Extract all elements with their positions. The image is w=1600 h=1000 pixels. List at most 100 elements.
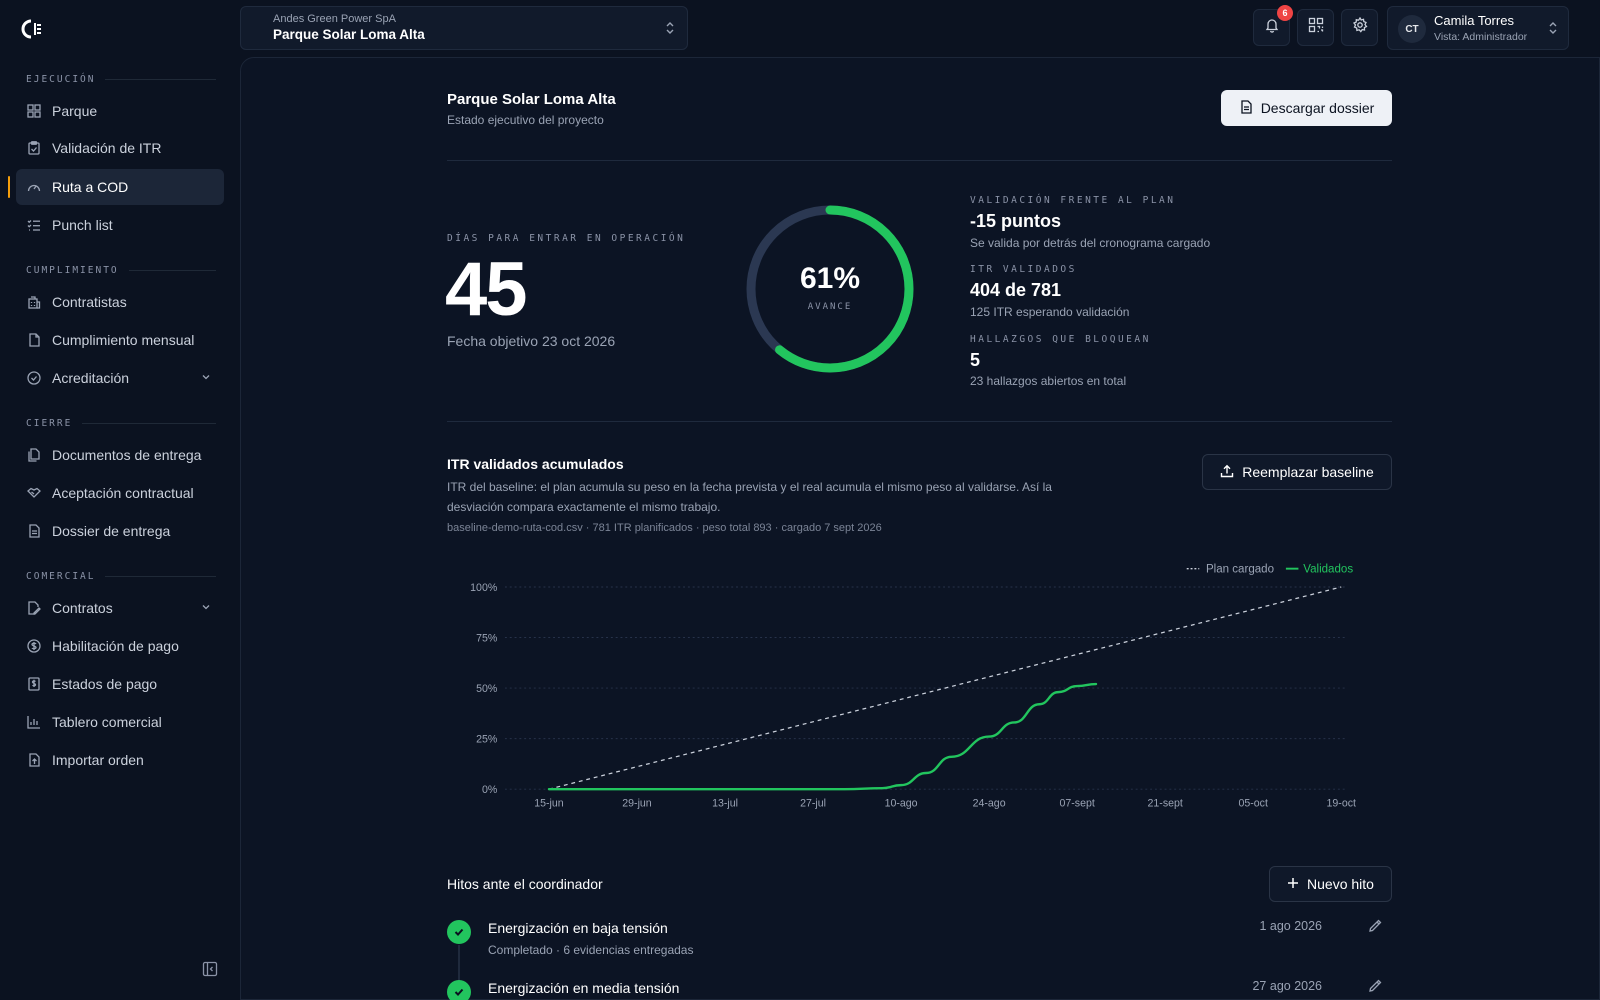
x-tick-label: 05-oct bbox=[1239, 798, 1268, 810]
new-milestone-button[interactable]: Nuevo hito bbox=[1269, 866, 1392, 902]
bar-chart-icon bbox=[26, 714, 42, 730]
qr-code-button[interactable] bbox=[1297, 9, 1334, 46]
section-label-ejecucion: EJECUCIÓN bbox=[26, 74, 216, 85]
progress-percent: 61% bbox=[799, 262, 861, 295]
sidebar-item-estados-pago[interactable]: Estados de pago bbox=[16, 666, 224, 702]
file-upload-icon bbox=[26, 752, 42, 768]
chevron-up-down-icon bbox=[663, 20, 677, 41]
section-label-comercial: COMERCIAL bbox=[26, 571, 216, 582]
progress-ring bbox=[746, 205, 914, 373]
stat-label-itr: ITR VALIDADOS bbox=[970, 264, 1077, 275]
sidebar-item-cumplimiento-mensual[interactable]: Cumplimiento mensual bbox=[16, 322, 224, 358]
sidebar: EJECUCIÓN Parque Validación de ITR Ruta … bbox=[0, 0, 240, 1000]
y-tick-label: 50% bbox=[476, 683, 498, 695]
milestone-date: 1 ago 2026 bbox=[1259, 919, 1322, 933]
page-subtitle: Estado ejecutivo del proyecto bbox=[447, 113, 604, 127]
brand-logo-icon[interactable] bbox=[20, 18, 44, 39]
sidebar-item-label: Importar orden bbox=[52, 752, 144, 768]
x-tick-label: 27-jul bbox=[800, 798, 826, 810]
sidebar-item-contratos[interactable]: Contratos bbox=[16, 590, 224, 626]
sidebar-item-label: Dossier de entrega bbox=[52, 523, 171, 539]
replace-baseline-button[interactable]: Reemplazar baseline bbox=[1202, 454, 1392, 490]
sidebar-item-validacion-itr[interactable]: Validación de ITR bbox=[16, 130, 224, 166]
progress-ring-fill bbox=[746, 205, 914, 373]
cumulative-itr-chart: 0% 25% 50% 75% 100% 15-jun 29-jun 13-jul 27-jul 1… bbox=[470, 564, 1356, 810]
stat-sub-itr: 125 ITR esperando validación bbox=[970, 305, 1130, 319]
chart-title: ITR validados acumulados bbox=[447, 456, 624, 472]
bell-icon bbox=[1264, 17, 1280, 38]
milestone-name: Energización en media tensión bbox=[488, 980, 680, 996]
pencil-icon[interactable] bbox=[1368, 978, 1384, 994]
x-tick-label: 19-oct bbox=[1327, 798, 1356, 810]
grid-icon bbox=[26, 103, 42, 119]
project-selector[interactable]: Andes Green Power SpA Parque Solar Loma … bbox=[240, 6, 688, 50]
y-tick-label: 100% bbox=[470, 582, 498, 594]
sidebar-item-dossier-entrega[interactable]: Dossier de entrega bbox=[16, 513, 224, 549]
x-tick-label: 24-ago bbox=[973, 798, 1006, 810]
sidebar-item-punch-list[interactable]: Punch list bbox=[16, 207, 224, 243]
sidebar-item-label: Habilitación de pago bbox=[52, 638, 179, 654]
sidebar-item-aceptacion-contractual[interactable]: Aceptación contractual bbox=[16, 475, 224, 511]
active-indicator bbox=[8, 176, 10, 198]
sidebar-item-label: Estados de pago bbox=[52, 676, 158, 692]
section-label-cumplimiento: CUMPLIMIENTO bbox=[26, 265, 216, 276]
document-icon bbox=[1239, 99, 1253, 117]
sidebar-item-label: Parque bbox=[52, 103, 98, 119]
days-value: 45 bbox=[445, 247, 528, 332]
x-tick-label: 07-sept bbox=[1060, 798, 1095, 810]
sidebar-item-label: Punch list bbox=[52, 217, 113, 233]
sidebar-collapse-icon[interactable] bbox=[202, 961, 218, 977]
stat-sub-validacion: Se valida por detrás del cronograma carg… bbox=[970, 236, 1211, 250]
list-check-icon bbox=[26, 217, 42, 233]
user-menu[interactable]: CT Camila Torres Vista: Administrador bbox=[1387, 6, 1569, 50]
legend-label-plan: Plan cargado bbox=[1206, 564, 1274, 576]
page-title: Parque Solar Loma Alta bbox=[447, 91, 616, 108]
chevron-down-icon bbox=[200, 600, 212, 616]
sidebar-item-documentos-entrega[interactable]: Documentos de entrega bbox=[16, 437, 224, 473]
legend-label-validados: Validados bbox=[1303, 564, 1353, 576]
milestones-title: Hitos ante el coordinador bbox=[447, 876, 603, 892]
notifications-button[interactable]: 6 bbox=[1253, 5, 1293, 46]
sidebar-item-tablero-comercial[interactable]: Tablero comercial bbox=[16, 704, 224, 740]
sidebar-item-label: Ruta a COD bbox=[52, 179, 129, 195]
divider bbox=[447, 160, 1392, 161]
building-icon bbox=[26, 294, 42, 310]
plus-icon bbox=[1287, 876, 1299, 892]
pencil-icon[interactable] bbox=[1368, 918, 1384, 934]
series-line-plan bbox=[548, 586, 1342, 790]
sidebar-item-label: Contratos bbox=[52, 600, 113, 616]
x-tick-label: 10-ago bbox=[885, 798, 918, 810]
sidebar-item-label: Acreditación bbox=[52, 370, 130, 386]
dollar-circle-icon bbox=[26, 638, 42, 654]
project-name: Parque Solar Loma Alta bbox=[273, 27, 425, 42]
x-tick-label: 13-jul bbox=[712, 798, 738, 810]
sidebar-item-habilitacion-pago[interactable]: Habilitación de pago bbox=[16, 628, 224, 664]
download-dossier-button[interactable]: Descargar dossier bbox=[1221, 90, 1392, 126]
main-panel bbox=[240, 57, 1600, 1000]
y-tick-label: 0% bbox=[482, 784, 498, 796]
x-tick-label: 29-jun bbox=[622, 798, 652, 810]
sidebar-item-contratistas[interactable]: Contratistas bbox=[16, 284, 224, 320]
chevron-down-icon bbox=[200, 370, 212, 386]
sidebar-item-label: Validación de ITR bbox=[52, 140, 162, 156]
check-icon bbox=[447, 920, 471, 944]
file-edit-icon bbox=[26, 600, 42, 616]
sidebar-item-acreditacion[interactable]: Acreditación bbox=[16, 360, 224, 396]
settings-button[interactable] bbox=[1341, 9, 1378, 46]
chevron-up-down-icon bbox=[1546, 20, 1560, 41]
sidebar-item-ruta-cod[interactable]: Ruta a COD bbox=[16, 169, 224, 205]
milestone-date: 27 ago 2026 bbox=[1252, 979, 1322, 993]
org-name: Andes Green Power SpA bbox=[273, 13, 396, 25]
sidebar-item-label: Cumplimiento mensual bbox=[52, 332, 195, 348]
stat-value-hallazgos: 5 bbox=[970, 350, 981, 370]
sidebar-item-importar-orden[interactable]: Importar orden bbox=[16, 742, 224, 778]
stat-sub-hallazgos: 23 hallazgos abiertos en total bbox=[970, 374, 1127, 388]
files-icon bbox=[26, 447, 42, 463]
receipt-dollar-icon bbox=[26, 676, 42, 692]
sidebar-item-parque[interactable]: Parque bbox=[16, 93, 224, 129]
section-label-cierre: CIERRE bbox=[26, 418, 216, 429]
y-tick-label: 75% bbox=[476, 632, 498, 644]
stat-value-validacion: -15 puntos bbox=[970, 211, 1062, 231]
progress-label: AVANCE bbox=[807, 302, 853, 312]
file-icon bbox=[26, 332, 42, 348]
